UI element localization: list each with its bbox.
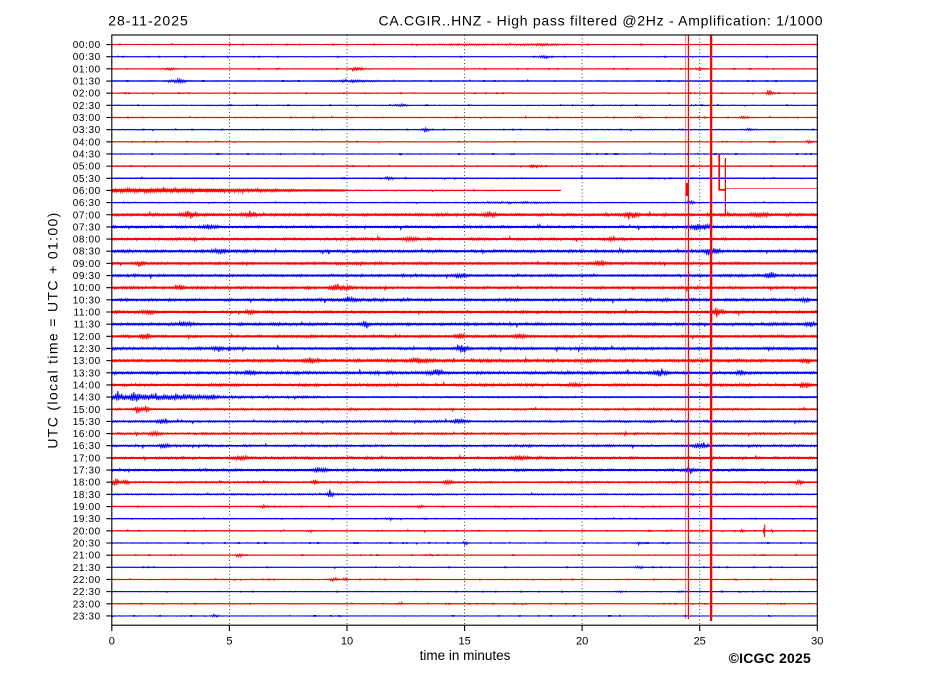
svg-text:05:00: 05:00 (73, 162, 101, 173)
svg-text:23:30: 23:30 (73, 611, 101, 622)
svg-text:07:00: 07:00 (73, 210, 101, 221)
svg-text:21:30: 21:30 (73, 563, 101, 574)
svg-text:04:30: 04:30 (73, 149, 101, 160)
svg-text:12:00: 12:00 (73, 332, 101, 343)
svg-text:15:00: 15:00 (73, 405, 101, 416)
svg-text:30: 30 (811, 635, 823, 647)
svg-text:01:00: 01:00 (73, 64, 101, 75)
svg-text:20:00: 20:00 (73, 526, 101, 537)
svg-text:17:30: 17:30 (73, 466, 101, 477)
svg-text:09:30: 09:30 (73, 271, 101, 282)
svg-text:01:30: 01:30 (73, 77, 101, 88)
svg-text:17:00: 17:00 (73, 453, 101, 464)
svg-text:05:30: 05:30 (73, 174, 101, 185)
svg-text:11:30: 11:30 (74, 320, 101, 331)
svg-text:18:00: 18:00 (73, 478, 101, 489)
svg-text:20:30: 20:30 (73, 538, 101, 549)
svg-text:12:30: 12:30 (73, 344, 101, 355)
svg-text:5: 5 (226, 635, 232, 647)
svg-text:03:00: 03:00 (73, 113, 101, 124)
svg-text:04:00: 04:00 (73, 137, 101, 148)
svg-text:03:30: 03:30 (73, 125, 101, 136)
svg-text:14:00: 14:00 (73, 380, 101, 391)
svg-text:15:30: 15:30 (73, 417, 101, 428)
svg-text:09:00: 09:00 (73, 259, 101, 270)
svg-text:22:00: 22:00 (73, 575, 101, 586)
svg-text:23:00: 23:00 (73, 599, 101, 610)
svg-text:28-11-2025: 28-11-2025 (108, 12, 189, 28)
svg-text:08:00: 08:00 (73, 235, 101, 246)
svg-text:07:30: 07:30 (73, 222, 101, 233)
svg-text:15: 15 (458, 635, 470, 647)
svg-text:13:00: 13:00 (73, 356, 101, 367)
svg-text:©ICGC 2025: ©ICGC 2025 (729, 650, 811, 666)
svg-text:0: 0 (109, 635, 115, 647)
svg-text:02:00: 02:00 (73, 89, 101, 100)
svg-text:19:00: 19:00 (73, 502, 101, 513)
svg-text:20: 20 (576, 635, 588, 647)
svg-text:06:30: 06:30 (73, 198, 101, 209)
svg-text:18:30: 18:30 (73, 490, 101, 501)
svg-text:13:30: 13:30 (73, 368, 101, 379)
svg-text:11:00: 11:00 (74, 308, 101, 319)
svg-text:10:30: 10:30 (73, 295, 101, 306)
svg-text:08:30: 08:30 (73, 247, 101, 258)
svg-text:00:30: 00:30 (73, 52, 101, 63)
svg-text:16:00: 16:00 (73, 429, 101, 440)
svg-text:22:30: 22:30 (73, 587, 101, 598)
svg-text:06:00: 06:00 (73, 186, 101, 197)
svg-text:10:00: 10:00 (73, 283, 101, 294)
svg-text:19:30: 19:30 (73, 514, 101, 525)
svg-text:02:30: 02:30 (73, 101, 101, 112)
svg-text:21:00: 21:00 (73, 551, 101, 562)
svg-text:00:00: 00:00 (73, 40, 101, 51)
svg-text:16:30: 16:30 (73, 441, 101, 452)
svg-text:14:30: 14:30 (73, 393, 101, 404)
svg-text:UTC (local time = UTC + 01:00): UTC (local time = UTC + 01:00) (45, 211, 61, 448)
svg-text:10: 10 (341, 635, 353, 647)
svg-text:25: 25 (694, 635, 706, 647)
svg-text:time in minutes: time in minutes (420, 648, 511, 663)
svg-text:CA.CGIR..HNZ - High pass filte: CA.CGIR..HNZ - High pass filtered @2Hz -… (379, 12, 824, 28)
